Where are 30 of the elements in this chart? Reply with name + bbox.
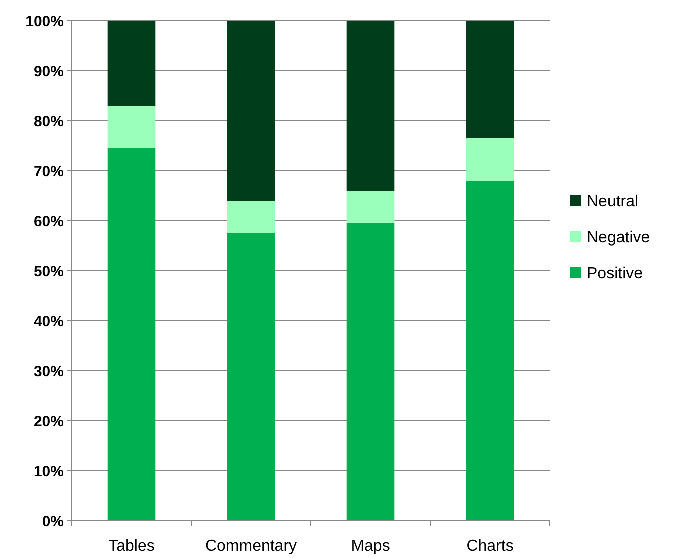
bar xyxy=(227,234,276,521)
bar xyxy=(466,181,514,521)
y-tick-label: 50% xyxy=(34,263,64,280)
legend-label: Neutral xyxy=(587,194,639,211)
y-tick-label: 80% xyxy=(34,113,64,130)
bar xyxy=(227,201,276,234)
x-tick-label: Maps xyxy=(351,538,390,555)
y-tick-label: 40% xyxy=(34,313,64,330)
bar xyxy=(346,21,395,191)
bar xyxy=(466,138,514,181)
legend-label: Negative xyxy=(587,230,650,247)
legend-label: Positive xyxy=(587,266,644,283)
y-tick-label: 20% xyxy=(34,413,64,430)
bar xyxy=(466,21,514,138)
bar xyxy=(108,21,156,106)
x-tick-label: Tables xyxy=(108,538,155,555)
x-tick-label: Charts xyxy=(466,538,514,555)
x-tick-label: Commentary xyxy=(205,538,298,555)
y-tick-label: 90% xyxy=(34,63,64,80)
y-tick-label: 10% xyxy=(34,463,64,480)
y-tick-label: 70% xyxy=(34,163,64,180)
bar xyxy=(108,106,156,148)
y-tick-label: 60% xyxy=(34,213,64,230)
y-tick-label: 0% xyxy=(42,513,64,530)
bar xyxy=(108,148,156,521)
bar xyxy=(346,191,395,224)
y-tick-label: 30% xyxy=(34,363,64,380)
y-tick-label: 100% xyxy=(26,13,64,30)
bar xyxy=(346,224,395,521)
bar xyxy=(227,21,276,201)
